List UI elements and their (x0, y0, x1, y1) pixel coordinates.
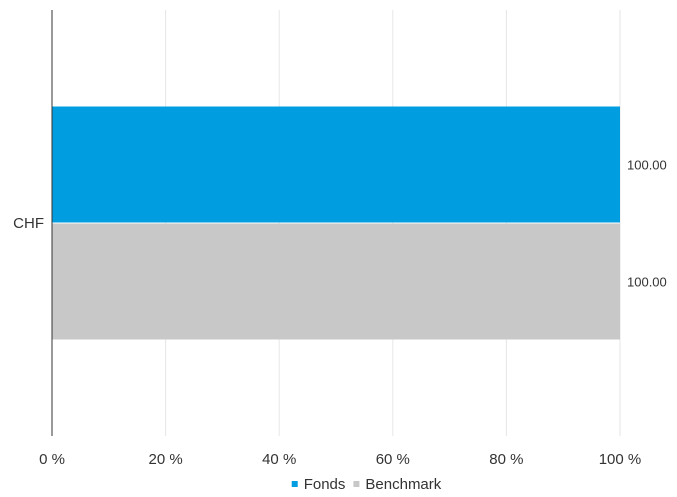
x-tick-label: 20 % (148, 451, 182, 468)
legend[interactable]: Fonds Benchmark (291, 476, 442, 493)
legend-label: Fonds (304, 476, 346, 493)
category-label: CHF (13, 215, 44, 232)
category-labels: CHF (13, 215, 44, 232)
data-labels: 100.00 100.00 (627, 158, 667, 290)
x-tick-label: 60 % (376, 451, 410, 468)
x-axis-ticks: 0 % 20 % 40 % 60 % 80 % 100 % (39, 451, 641, 468)
bar-fonds[interactable] (52, 106, 620, 223)
legend-item-fonds[interactable]: Fonds (291, 476, 346, 493)
data-label-fonds: 100.00 (627, 158, 667, 173)
legend-swatch (353, 481, 360, 487)
gridlines (165, 10, 621, 436)
data-label-benchmark: 100.00 (627, 275, 667, 290)
legend-item-benchmark[interactable]: Benchmark (353, 476, 442, 493)
x-tick-label: 40 % (262, 451, 296, 468)
legend-label: Benchmark (365, 476, 441, 493)
bar-benchmark[interactable] (52, 223, 620, 340)
x-tick-label: 80 % (489, 451, 523, 468)
bars (52, 106, 620, 340)
x-tick-label: 100 % (599, 451, 642, 468)
x-tick-label: 0 % (39, 451, 65, 468)
legend-swatch (291, 481, 298, 487)
